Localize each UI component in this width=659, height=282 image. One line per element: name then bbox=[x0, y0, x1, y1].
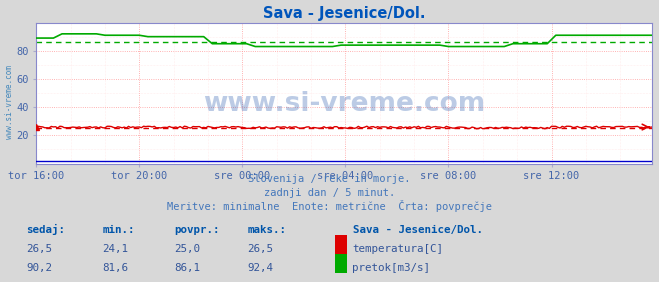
Text: Slovenija / reke in morje.: Slovenija / reke in morje. bbox=[248, 174, 411, 184]
Text: 81,6: 81,6 bbox=[102, 263, 128, 273]
Text: min.:: min.: bbox=[102, 225, 134, 235]
Text: www.si-vreme.com: www.si-vreme.com bbox=[203, 91, 486, 117]
Text: pretok[m3/s]: pretok[m3/s] bbox=[352, 263, 430, 273]
Text: 25,0: 25,0 bbox=[175, 244, 200, 254]
Title: Sava - Jesenice/Dol.: Sava - Jesenice/Dol. bbox=[263, 6, 426, 21]
Text: www.si-vreme.com: www.si-vreme.com bbox=[5, 65, 14, 138]
Text: 86,1: 86,1 bbox=[175, 263, 200, 273]
Text: zadnji dan / 5 minut.: zadnji dan / 5 minut. bbox=[264, 188, 395, 198]
Text: 90,2: 90,2 bbox=[26, 263, 52, 273]
Text: Sava - Jesenice/Dol.: Sava - Jesenice/Dol. bbox=[353, 225, 482, 235]
Text: 24,1: 24,1 bbox=[102, 244, 128, 254]
Text: maks.:: maks.: bbox=[247, 225, 286, 235]
Text: 26,5: 26,5 bbox=[247, 244, 273, 254]
Text: temperatura[C]: temperatura[C] bbox=[352, 244, 443, 254]
Text: Meritve: minimalne  Enote: metrične  Črta: povprečje: Meritve: minimalne Enote: metrične Črta:… bbox=[167, 200, 492, 212]
Text: sedaj:: sedaj: bbox=[26, 224, 65, 235]
Text: povpr.:: povpr.: bbox=[175, 225, 220, 235]
Text: 26,5: 26,5 bbox=[26, 244, 52, 254]
Text: 92,4: 92,4 bbox=[247, 263, 273, 273]
